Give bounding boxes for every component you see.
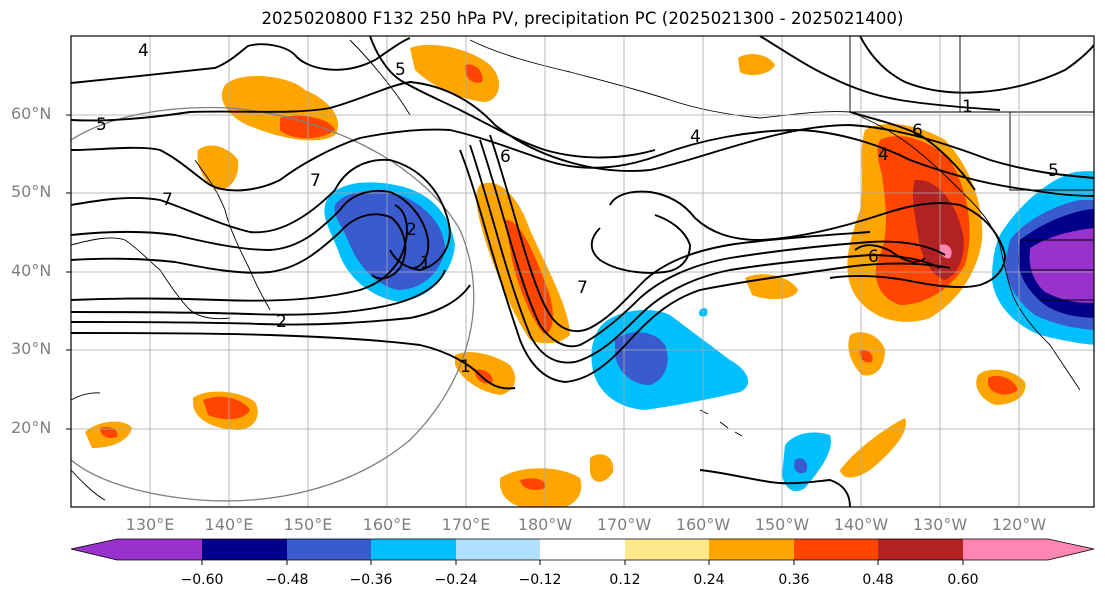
lon-label: 150°W — [754, 515, 810, 534]
colorbar-tick-label: −0.36 — [349, 572, 393, 588]
lon-label: 140°E — [204, 515, 254, 534]
lat-label: 50°N — [11, 182, 52, 201]
colorbar-tick-label: 0.12 — [609, 572, 641, 588]
contour-label: 5 — [1048, 161, 1059, 181]
lat-label: 40°N — [11, 261, 52, 280]
contour-label: 7 — [162, 190, 173, 210]
lon-label: 160°E — [362, 515, 412, 534]
lon-label: 130°W — [912, 515, 968, 534]
contour-label: 4 — [878, 145, 889, 165]
contour-label: 7 — [577, 278, 588, 298]
lon-label: 140°W — [833, 515, 889, 534]
contour-label: 1 — [962, 97, 973, 117]
colorbar-tick-label: 0.24 — [693, 572, 725, 588]
contour-label: 7 — [310, 171, 321, 191]
colorbar-tick-label: 0.48 — [862, 572, 894, 588]
lon-label: 170°W — [596, 515, 652, 534]
coastlines — [71, 36, 1094, 501]
contour-label: 6 — [868, 247, 879, 267]
contour-label: 2 — [276, 312, 287, 332]
colorbar-tick-label: −0.60 — [180, 572, 224, 588]
contour-label: 5 — [96, 115, 107, 135]
contour-label: 5 — [395, 60, 406, 80]
pv-contours — [71, 36, 1094, 507]
map-title: 2025020800 F132 250 hPa PV, precipitatio… — [261, 9, 904, 28]
contour-label: 6 — [912, 121, 923, 141]
lon-label: 160°W — [675, 515, 731, 534]
colorbar-tick-label: −0.12 — [518, 572, 562, 588]
colorbar-tick-label: 0.36 — [778, 572, 810, 588]
lat-label: 30°N — [11, 339, 52, 358]
contour-label: 6 — [500, 147, 511, 167]
reference-circle — [71, 106, 475, 502]
lon-label: 130°E — [125, 515, 175, 534]
contour-label: 4 — [690, 127, 701, 147]
lat-label: 20°N — [11, 418, 52, 437]
contour-label: 1 — [460, 357, 471, 377]
contour-label: 1 — [420, 253, 431, 273]
colorbar-tick-label: −0.48 — [265, 572, 309, 588]
lon-label: 180°W — [517, 515, 573, 534]
axis-ticks — [66, 114, 71, 430]
contour-label-group: 4 5 5 6 7 7 2 1 6 4 5 7 2 1 6 4 1 — [96, 41, 1059, 377]
contour-label: 4 — [138, 41, 149, 61]
contour-label: 2 — [406, 220, 417, 240]
lat-label: 60°N — [11, 104, 52, 123]
lon-label: 120°W — [991, 515, 1047, 534]
lon-label: 150°E — [283, 515, 333, 534]
colorbar-tick-label: −0.24 — [434, 572, 478, 588]
lon-label: 170°E — [441, 515, 491, 534]
colorbar-tick-label: 0.60 — [947, 572, 979, 588]
